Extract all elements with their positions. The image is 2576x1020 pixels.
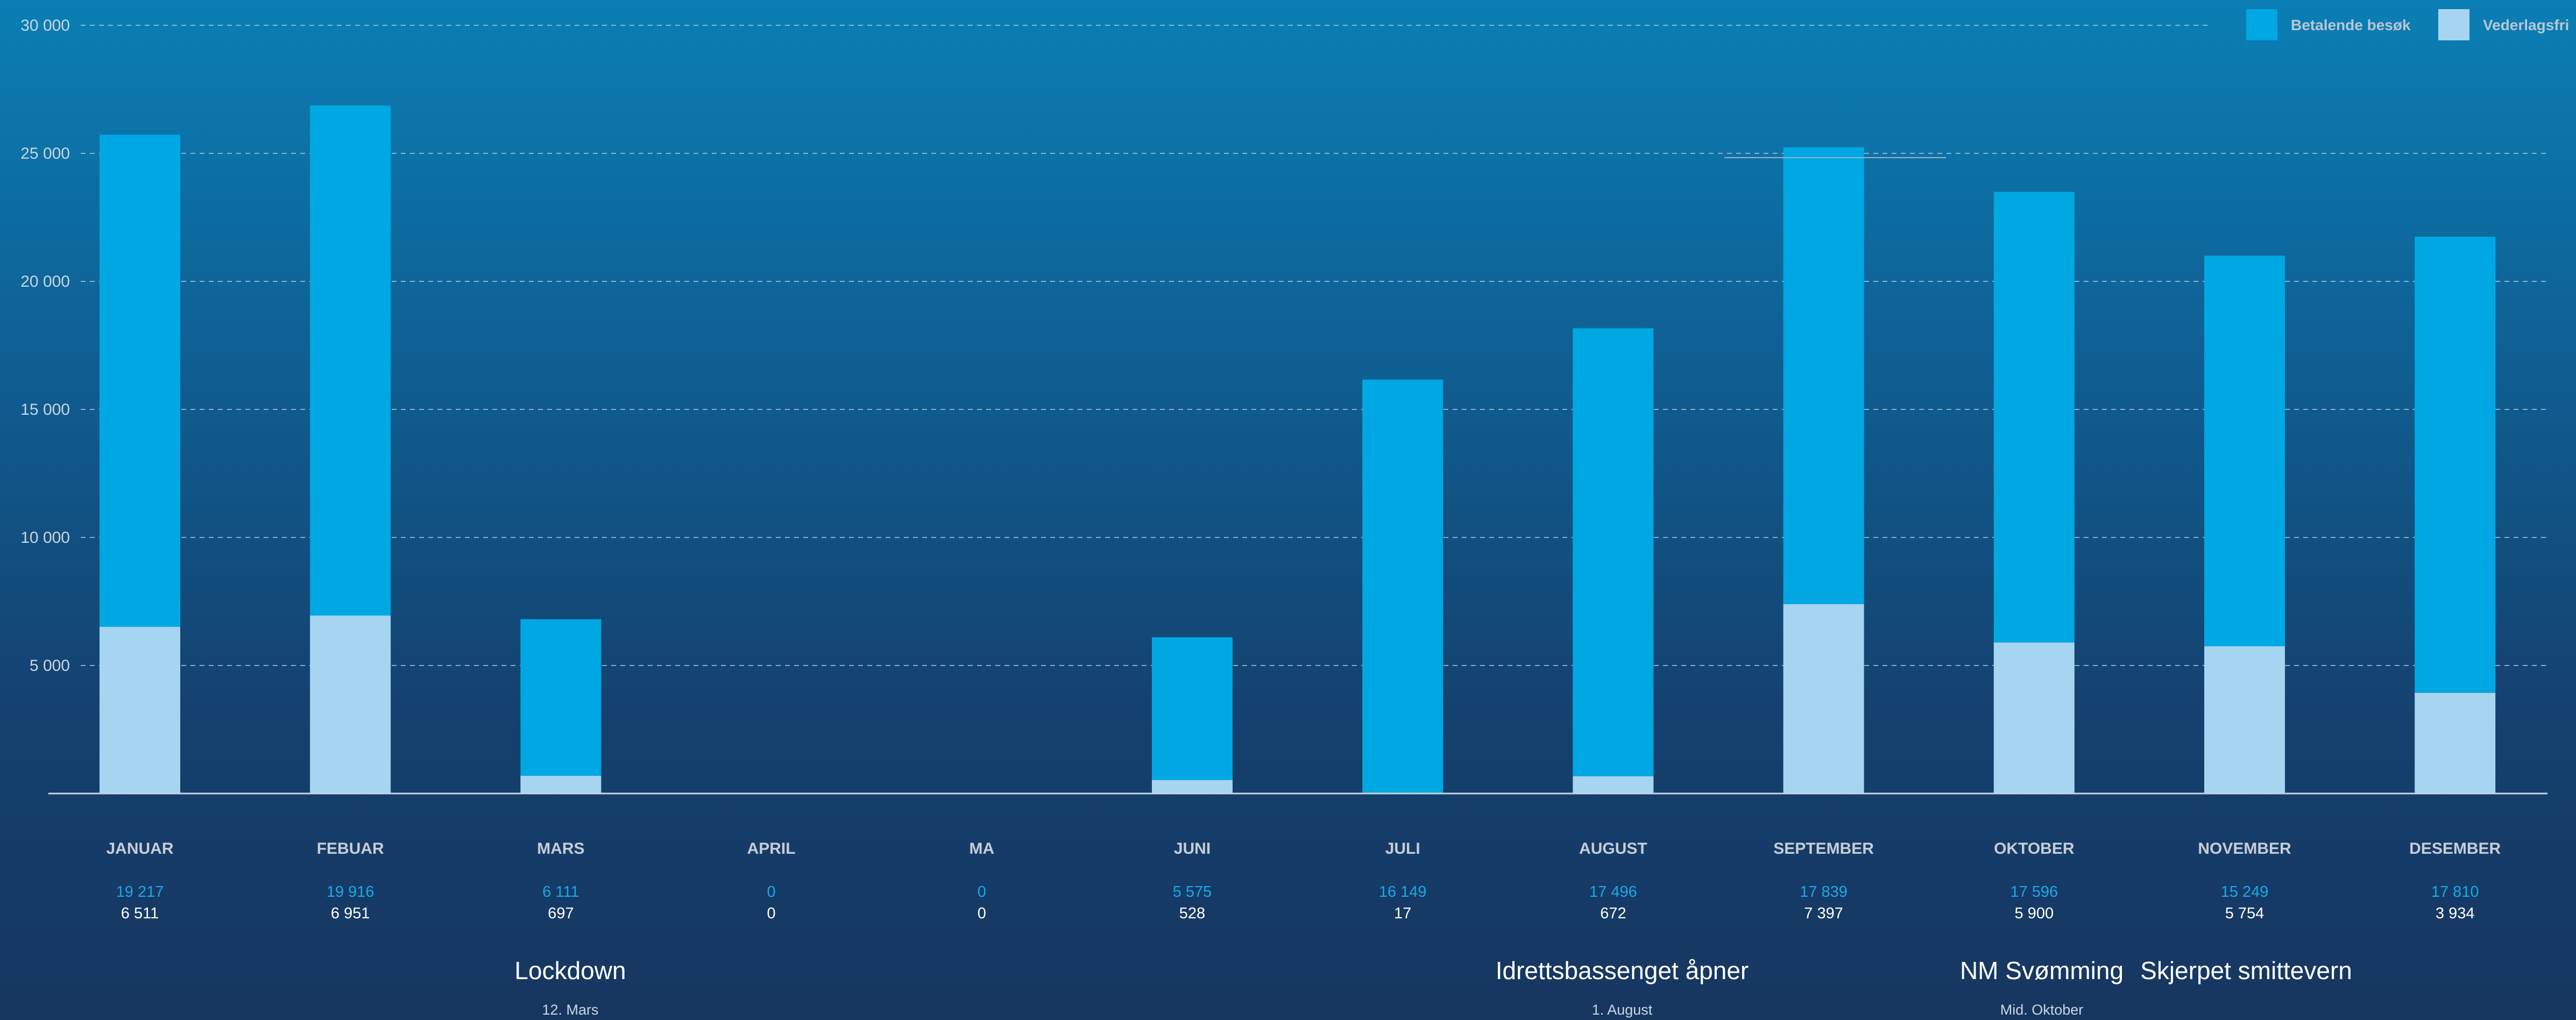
bar-betalende bbox=[1993, 192, 2075, 643]
value-label-betalende: 19 217 bbox=[116, 883, 164, 901]
annotation-subtitle: 12. Mars bbox=[542, 1002, 598, 1018]
value-label-vederlagsfri: 5 754 bbox=[2225, 905, 2264, 922]
month-label: JANUAR bbox=[106, 840, 173, 858]
value-label-betalende: 17 596 bbox=[2010, 883, 2058, 901]
value-label-vederlagsfri: 528 bbox=[1179, 905, 1205, 922]
month-label: FEBUAR bbox=[317, 840, 384, 858]
y-axis: 5 000 10 000 15 000 20 000 25 000 30 000 bbox=[20, 17, 70, 675]
value-labels: 19 217 6 511 19 916 6 951 6 111 697 0 0 0 0 5 575 5… bbox=[116, 883, 2479, 922]
value-label-vederlagsfri: 5 900 bbox=[2015, 905, 2054, 922]
y-tick-label: 5 000 bbox=[30, 657, 70, 675]
bar-betalende bbox=[2415, 236, 2496, 693]
value-label-betalende: 19 916 bbox=[327, 883, 374, 901]
value-label-vederlagsfri: 6 951 bbox=[331, 905, 370, 922]
value-label-betalende: 5 575 bbox=[1173, 883, 1212, 901]
legend-label: Vederlagsfri bbox=[2483, 17, 2569, 33]
annotation-subtitle: 1. August bbox=[1592, 1002, 1653, 1018]
month-label: DESEMBER bbox=[2409, 840, 2501, 858]
month-label: NOVEMBER bbox=[2198, 840, 2291, 858]
bars bbox=[100, 105, 2496, 794]
annotation-subtitle: Mid. Oktober bbox=[2000, 1002, 2084, 1018]
legend-label: Betalende besøk bbox=[2291, 17, 2411, 33]
value-label-vederlagsfri: 7 397 bbox=[1804, 905, 1843, 922]
month-label: AUGUST bbox=[1579, 840, 1647, 858]
y-tick-label: 15 000 bbox=[20, 401, 70, 419]
value-label-vederlagsfri: 6 511 bbox=[121, 905, 159, 922]
month-label: APRIL bbox=[747, 840, 796, 858]
annotation-title: Lockdown bbox=[514, 957, 626, 984]
annotations: Lockdown 12. Mars Idrettsbassenget åpner 1.… bbox=[514, 957, 2352, 1018]
bar-vederlagsfri bbox=[1152, 780, 1233, 794]
bar-betalende bbox=[1573, 328, 1654, 777]
month-label: JULI bbox=[1385, 840, 1420, 858]
value-label-vederlagsfri: 3 934 bbox=[2436, 905, 2475, 922]
bar-betalende bbox=[520, 619, 601, 776]
y-tick-label: 30 000 bbox=[20, 17, 70, 34]
legend-swatch bbox=[2438, 9, 2469, 40]
month-labels: JANUAR FEBUAR MARS APRIL MA JUNI JULI AUGUST SEP… bbox=[106, 840, 2501, 858]
bar-vederlagsfri bbox=[2415, 692, 2496, 794]
bar-betalende bbox=[310, 105, 391, 616]
bar-betalende bbox=[100, 134, 180, 627]
value-label-betalende: 17 496 bbox=[1589, 883, 1637, 901]
bar-betalende bbox=[1152, 637, 1233, 780]
value-label-betalende: 17 839 bbox=[1800, 883, 1848, 901]
value-label-betalende: 17 810 bbox=[2431, 883, 2479, 901]
annotation-title: Skjerpet smittevern bbox=[2140, 957, 2352, 984]
y-tick-label: 25 000 bbox=[20, 145, 70, 162]
annotation-title: NM Svømming bbox=[1960, 957, 2124, 984]
value-label-betalende: 16 149 bbox=[1379, 883, 1427, 901]
month-label: OKTOBER bbox=[1994, 840, 2075, 858]
bar-vederlagsfri bbox=[1993, 642, 2075, 794]
legend-swatch bbox=[2246, 9, 2277, 40]
value-label-betalende: 6 111 bbox=[542, 883, 579, 901]
month-label: MARS bbox=[537, 840, 584, 858]
bar-betalende bbox=[1362, 379, 1443, 794]
bar-betalende bbox=[2204, 256, 2285, 647]
value-label-betalende: 15 249 bbox=[2221, 883, 2269, 901]
value-label-betalende: 0 bbox=[978, 883, 986, 901]
bar-vederlagsfri bbox=[100, 627, 180, 794]
value-label-vederlagsfri: 672 bbox=[1600, 905, 1626, 922]
gridlines bbox=[81, 25, 2547, 666]
y-tick-label: 20 000 bbox=[20, 273, 70, 291]
value-label-vederlagsfri: 17 bbox=[1394, 905, 1411, 922]
bar-vederlagsfri bbox=[1573, 776, 1654, 794]
value-label-vederlagsfri: 0 bbox=[978, 905, 986, 922]
value-label-vederlagsfri: 697 bbox=[548, 905, 574, 922]
bar-vederlagsfri bbox=[520, 775, 601, 794]
value-label-vederlagsfri: 0 bbox=[767, 905, 776, 922]
legend: Betalende besøk Vederlagsfri bbox=[2246, 9, 2569, 40]
bar-vederlagsfri bbox=[310, 615, 391, 794]
month-label: SEPTEMBER bbox=[1773, 840, 1874, 858]
bar-betalende bbox=[1783, 147, 1864, 604]
y-tick-label: 10 000 bbox=[20, 529, 70, 547]
month-label: JUNI bbox=[1174, 840, 1211, 858]
month-label: MA bbox=[969, 840, 994, 858]
bar-vederlagsfri bbox=[2204, 646, 2285, 794]
value-label-betalende: 0 bbox=[767, 883, 776, 901]
bar-vederlagsfri bbox=[1783, 604, 1864, 794]
annotation-title: Idrettsbassenget åpner bbox=[1496, 957, 1749, 984]
